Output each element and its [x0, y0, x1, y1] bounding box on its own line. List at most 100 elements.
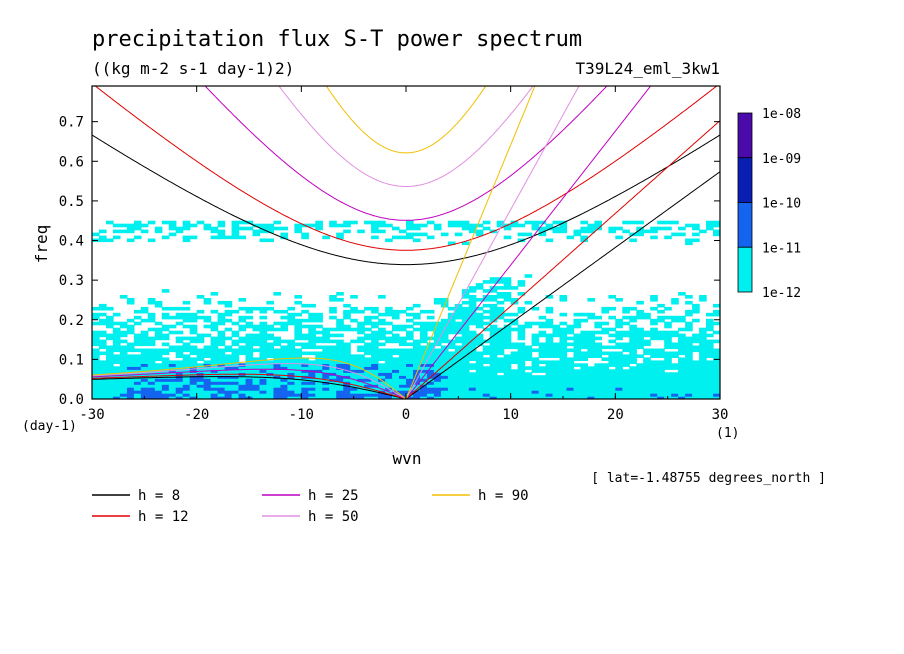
spectrum-cell [685, 396, 693, 399]
spectrum-cell [238, 339, 247, 344]
spectrum-cell [545, 333, 554, 338]
spectrum-cell [685, 342, 693, 347]
spectrum-cell [594, 393, 602, 397]
spectrum-cell [517, 283, 526, 287]
spectrum-cell [92, 336, 100, 341]
spectrum-cell [161, 235, 170, 240]
spectrum-cell [531, 396, 540, 399]
spectrum-cell [406, 232, 414, 237]
spectrum-cell [343, 393, 351, 397]
spectrum-cell [426, 390, 435, 394]
spectrum-cell [182, 235, 191, 240]
spectrum-cell [364, 363, 372, 367]
spectrum-cell [119, 339, 128, 344]
spectrum-cell [489, 303, 498, 308]
spectrum-cell [420, 327, 428, 332]
spectrum-cell [468, 318, 477, 323]
dispersion-curve [92, 376, 406, 399]
spectrum-cell [496, 333, 505, 338]
spectrum-cell [461, 292, 470, 296]
spectrum-cell [378, 366, 386, 370]
spectrum-cell [357, 378, 365, 382]
spectrum-cell [692, 309, 700, 314]
spectrum-cell [622, 369, 630, 373]
spectrum-cell [461, 345, 470, 350]
spectrum-cell [636, 375, 644, 379]
spectrum-cell [615, 321, 623, 326]
spectrum-cell [329, 384, 337, 388]
spectrum-cell [573, 339, 582, 344]
spectrum-cell [154, 351, 163, 356]
chart-subtitle: ((kg m-2 s-1 day-1)2) [92, 59, 294, 78]
spectrum-cell [182, 393, 191, 397]
spectrum-cell [503, 292, 512, 296]
spectrum-cell [594, 351, 602, 356]
spectrum-cell [245, 321, 254, 326]
spectrum-cell [203, 378, 212, 382]
spectrum-cell [329, 375, 337, 379]
spectrum-cell [461, 375, 470, 379]
spectrum-cell [210, 354, 219, 358]
spectrum-cell [643, 339, 651, 344]
spectrum-cell [426, 348, 435, 353]
spectrum-cell [650, 369, 658, 373]
spectrum-cell [126, 318, 135, 323]
spectrum-cell [496, 280, 505, 284]
spectrum-cell [147, 351, 156, 356]
spectrum-cell [440, 300, 449, 305]
spectrum-cell [468, 381, 477, 385]
spectrum-cell [329, 309, 337, 314]
spectrum-cell [245, 351, 254, 356]
spectrum-cell [287, 378, 295, 382]
spectrum-cell [615, 366, 623, 370]
spectrum-cell [503, 393, 512, 397]
spectrum-cell [217, 363, 226, 367]
spectrum-cell [664, 354, 672, 358]
spectrum-cell [461, 387, 470, 391]
spectrum-cell [559, 390, 568, 394]
spectrum-cell [671, 330, 679, 335]
spectrum-cell [245, 309, 254, 314]
spectrum-cell [489, 366, 498, 370]
spectrum-cell [203, 333, 212, 338]
spectrum-cell [238, 369, 247, 373]
spectrum-cell [517, 345, 526, 350]
spectrum-cell [210, 309, 219, 314]
spectrum-cell [678, 372, 686, 376]
spectrum-cell [503, 277, 512, 281]
spectrum-cell [231, 232, 240, 237]
spectrum-cell [426, 354, 435, 358]
spectrum-cell [399, 384, 407, 388]
spectrum-cell [587, 351, 595, 356]
spectrum-cell [140, 381, 149, 385]
spectrum-cell [99, 369, 107, 373]
spectrum-cell [252, 223, 261, 228]
spectrum-cell [650, 229, 658, 234]
dispersion-curve [92, 373, 406, 399]
spectrum-cell [454, 345, 463, 350]
spectrum-cell [294, 351, 302, 356]
spectrum-cell [385, 375, 393, 379]
spectrum-cell [552, 360, 561, 364]
spectrum-cell [322, 354, 330, 358]
spectrum-cell [106, 351, 114, 356]
spectrum-cell [196, 333, 205, 338]
spectrum-cell [657, 351, 665, 356]
spectrum-cell [343, 324, 351, 329]
spectrum-cell [119, 384, 128, 388]
spectrum-cell [461, 295, 470, 299]
spectrum-cell [622, 381, 630, 385]
spectrum-cell [545, 375, 554, 379]
spectrum-cell [420, 390, 428, 394]
spectrum-cell [259, 306, 268, 311]
spectrum-cell [594, 321, 602, 326]
spectrum-cell [664, 390, 672, 394]
spectrum-cell [608, 372, 616, 376]
spectrum-cell [552, 372, 561, 376]
spectrum-cell [266, 300, 274, 305]
spectrum-cell [217, 315, 226, 320]
spectrum-cell [545, 309, 554, 314]
spectrum-cell [266, 393, 274, 397]
spectrum-cell [92, 360, 100, 364]
spectrum-cell [566, 393, 575, 397]
